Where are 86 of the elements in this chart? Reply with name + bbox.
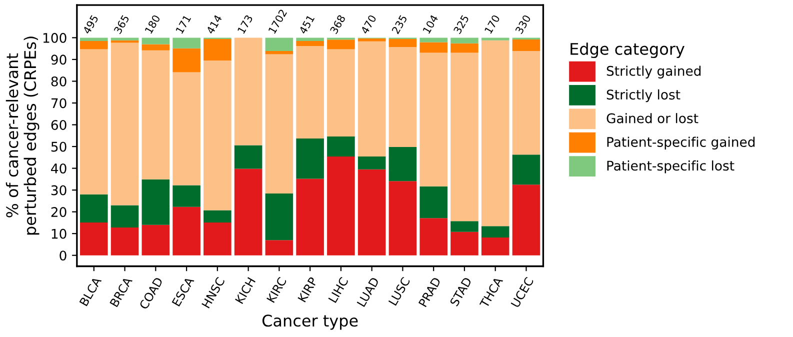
bar [80, 222, 108, 256]
bar [80, 194, 108, 222]
bar [358, 41, 386, 157]
bar [327, 49, 355, 137]
y-tick-label: 10 [52, 228, 66, 239]
bar [358, 38, 386, 42]
bar [172, 185, 200, 207]
bar [512, 50, 540, 155]
legend-label: Gained or lost [606, 113, 698, 124]
bar [358, 169, 386, 256]
bar [142, 224, 170, 256]
bar [296, 138, 324, 179]
y-tick-label: 60 [51, 120, 66, 130]
y-tick-label: 40 [51, 164, 66, 174]
bar [512, 154, 540, 185]
bar [481, 238, 510, 256]
bar [80, 40, 108, 50]
bar [388, 181, 417, 256]
bar [265, 50, 294, 54]
bar [327, 156, 355, 256]
bar [172, 206, 200, 256]
bar [204, 222, 232, 256]
bar [142, 44, 170, 50]
legend-label: Strictly gained [606, 66, 701, 78]
legend-label: Strictly lost [606, 89, 680, 102]
bar [172, 48, 200, 72]
x-axis-title: Cancer type [262, 314, 358, 330]
bar [296, 46, 324, 138]
y-axis-title: % of cancer-relevant perturbed edges (CRPEs) [6, 36, 40, 235]
bar [420, 52, 448, 186]
bar [234, 168, 262, 256]
bar [450, 232, 478, 256]
bar [142, 179, 170, 225]
bar [265, 54, 294, 194]
bar [327, 136, 355, 157]
bar [265, 240, 294, 256]
bar [204, 39, 232, 61]
bar [80, 49, 108, 194]
annotation: 451 [298, 14, 315, 35]
bar [234, 38, 262, 146]
bar [110, 205, 139, 228]
bar [204, 60, 232, 210]
bar [388, 39, 417, 48]
bar [80, 38, 108, 41]
bar [388, 47, 417, 147]
bar [265, 38, 294, 51]
y-tick-label: 90 [51, 54, 66, 65]
y-tick-label: 30 [51, 185, 66, 196]
bar [172, 38, 200, 48]
bar [481, 226, 510, 238]
bar [512, 184, 540, 256]
y-tick-label: 100 [43, 32, 66, 43]
bar [450, 43, 478, 53]
bar [296, 40, 324, 46]
legend-label: Patient-specific gained [607, 136, 755, 150]
bar [265, 194, 294, 240]
bar [172, 72, 200, 186]
bar [142, 50, 170, 180]
bar [450, 38, 478, 44]
y-tick-label: 80 [51, 76, 66, 86]
bar [388, 146, 417, 182]
bar [110, 42, 139, 206]
bar [142, 38, 170, 44]
y-tick-label: 70 [51, 98, 66, 108]
legend-title: Edge category [570, 42, 684, 58]
bar [110, 38, 139, 40]
bar [420, 218, 448, 256]
bar [450, 52, 478, 222]
bar [481, 40, 510, 226]
y-tick-label: 20 [51, 207, 66, 218]
y-tick-label: 50 [51, 142, 66, 152]
bar [296, 38, 324, 41]
bar [110, 227, 139, 256]
bar [327, 40, 355, 50]
bar [481, 38, 510, 40]
bar [420, 186, 448, 218]
bar [420, 38, 448, 42]
bar [296, 178, 324, 256]
bar [358, 156, 386, 170]
bar [204, 210, 232, 222]
y-tick-label: 0 [60, 250, 66, 261]
bar [420, 42, 448, 53]
bar [450, 221, 478, 232]
bar [234, 145, 262, 169]
bar [512, 39, 540, 51]
legend-label: Patient-specific lost [607, 160, 734, 174]
